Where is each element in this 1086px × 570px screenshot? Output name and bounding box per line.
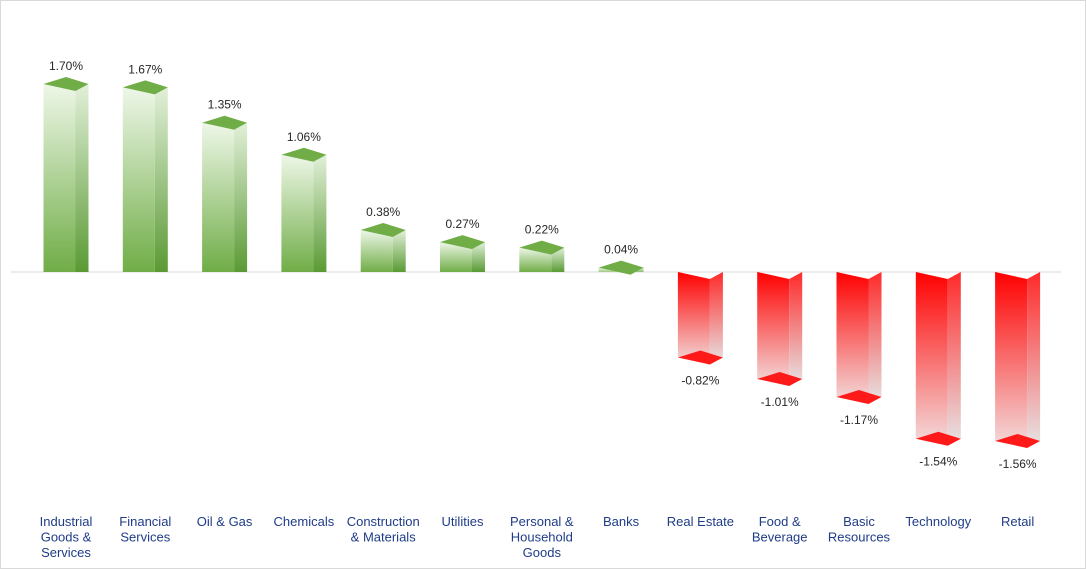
- category-label-line: Real Estate: [667, 514, 734, 529]
- category-label-construction-and-materials: Construction & Materials: [347, 514, 420, 545]
- bar-construction-and-materials: [360, 222, 406, 272]
- bar-side-face: [551, 247, 565, 272]
- value-label-banks: 0.04%: [604, 243, 638, 257]
- category-label-line: Resources: [828, 530, 891, 545]
- bar-side-face: [75, 84, 89, 272]
- category-label-real-estate: Real Estate: [667, 514, 734, 529]
- bar-front-face: [677, 272, 710, 365]
- bar-financial-services: [122, 80, 168, 272]
- bar-industrial-goods-and-services: [43, 77, 89, 272]
- bar-chemicals: [281, 147, 327, 272]
- category-label-personal-and-household-goods: Personal & Household Goods: [510, 514, 574, 560]
- bar-technology: [915, 272, 961, 446]
- bar-personal-and-household-goods: [519, 240, 565, 272]
- bar-top-face: [598, 260, 644, 275]
- category-label-line: Banks: [603, 514, 640, 529]
- bar-top-face: [360, 222, 406, 237]
- bar-front-face: [43, 84, 76, 272]
- category-label-technology: Technology: [905, 514, 971, 529]
- category-label-retail: Retail: [1001, 514, 1034, 529]
- value-label-technology: -1.54%: [919, 455, 957, 469]
- bar-food-and-beverage: [757, 272, 803, 386]
- bar-front-face: [122, 87, 155, 272]
- value-label-financial-services: 1.67%: [128, 62, 162, 76]
- category-label-line: Financial: [119, 514, 171, 529]
- value-label-personal-and-household-goods: 0.22%: [525, 223, 559, 237]
- bar-oil-and-gas: [202, 115, 248, 273]
- value-label-oil-and-gas: 1.35%: [208, 98, 242, 112]
- category-label-line: Basic: [843, 514, 875, 529]
- value-label-utilities: 0.27%: [445, 217, 479, 231]
- bar-side-face: [1027, 272, 1041, 448]
- bar-retail: [995, 272, 1041, 448]
- bar-bottom-face: [995, 434, 1041, 448]
- bar-real-estate: [677, 272, 723, 365]
- category-label-oil-and-gas: Oil & Gas: [197, 514, 253, 529]
- bar-side-face: [472, 242, 485, 272]
- bar-front-face: [360, 229, 393, 272]
- bar-top-face: [202, 115, 248, 130]
- category-label-line: Industrial: [40, 514, 93, 529]
- bar-side-face: [234, 122, 248, 273]
- bar-top-face: [122, 80, 168, 95]
- bar-front-face: [915, 272, 948, 446]
- category-label-line: Food &: [759, 514, 801, 529]
- value-label-chemicals: 1.06%: [287, 130, 321, 144]
- category-label-line: Oil & Gas: [197, 514, 253, 529]
- category-label-line: & Materials: [351, 530, 417, 545]
- bar-top-face: [519, 240, 565, 255]
- category-label-line: Construction: [347, 514, 420, 529]
- value-label-basic-resources: -1.17%: [840, 413, 878, 427]
- category-label-line: Beverage: [752, 530, 808, 545]
- bar-utilities: [440, 235, 485, 272]
- bar-basic-resources: [836, 272, 882, 404]
- bar-banks: [598, 260, 644, 275]
- bar-side-face: [868, 272, 882, 404]
- bar-side-face: [709, 272, 723, 365]
- category-label-line: Retail: [1001, 514, 1034, 529]
- category-label-banks: Banks: [603, 514, 640, 529]
- bar-front-face: [202, 122, 235, 273]
- category-label-line: Services: [120, 530, 170, 545]
- bar-front-face: [440, 242, 472, 272]
- category-label-line: Technology: [905, 514, 971, 529]
- bar-front-face: [519, 247, 552, 272]
- bar-bottom-face: [677, 350, 723, 365]
- bar-top-face: [43, 77, 89, 91]
- value-label-retail: -1.56%: [999, 457, 1037, 471]
- category-label-line: Utilities: [442, 514, 484, 529]
- category-label-line: Goods &: [41, 530, 92, 545]
- category-label-financial-services: Financial Services: [119, 514, 171, 545]
- bar-bottom-face: [757, 371, 803, 386]
- bar-top-face: [281, 147, 327, 162]
- category-label-line: Household: [511, 530, 573, 545]
- category-label-chemicals: Chemicals: [274, 514, 335, 529]
- bar-front-face: [281, 154, 314, 272]
- category-label-line: Goods: [523, 545, 562, 560]
- bar-bottom-face: [915, 431, 961, 446]
- bar-front-face: [995, 272, 1028, 448]
- category-label-industrial-goods-and-services: Industrial Goods & Services: [40, 514, 93, 560]
- value-label-industrial-goods-and-services: 1.70%: [49, 59, 83, 73]
- value-label-real-estate: -0.82%: [681, 374, 719, 388]
- bar-bottom-face: [836, 390, 882, 404]
- category-label-line: Chemicals: [274, 514, 335, 529]
- bar-side-face: [313, 154, 327, 272]
- category-label-line: Personal &: [510, 514, 574, 529]
- category-label-utilities: Utilities: [442, 514, 484, 529]
- category-label-food-and-beverage: Food & Beverage: [752, 514, 808, 545]
- value-label-construction-and-materials: 0.38%: [366, 205, 400, 219]
- bar-side-face: [789, 272, 803, 386]
- category-label-line: Services: [41, 545, 91, 560]
- bar-top-face: [440, 235, 485, 250]
- bar-side-face: [154, 87, 168, 272]
- category-label-basic-resources: Basic Resources: [828, 514, 891, 545]
- bar-front-face: [757, 272, 790, 386]
- value-label-food-and-beverage: -1.01%: [761, 395, 799, 409]
- bar-front-face: [836, 272, 869, 404]
- bar-side-face: [947, 272, 961, 446]
- bar-side-face: [392, 229, 406, 272]
